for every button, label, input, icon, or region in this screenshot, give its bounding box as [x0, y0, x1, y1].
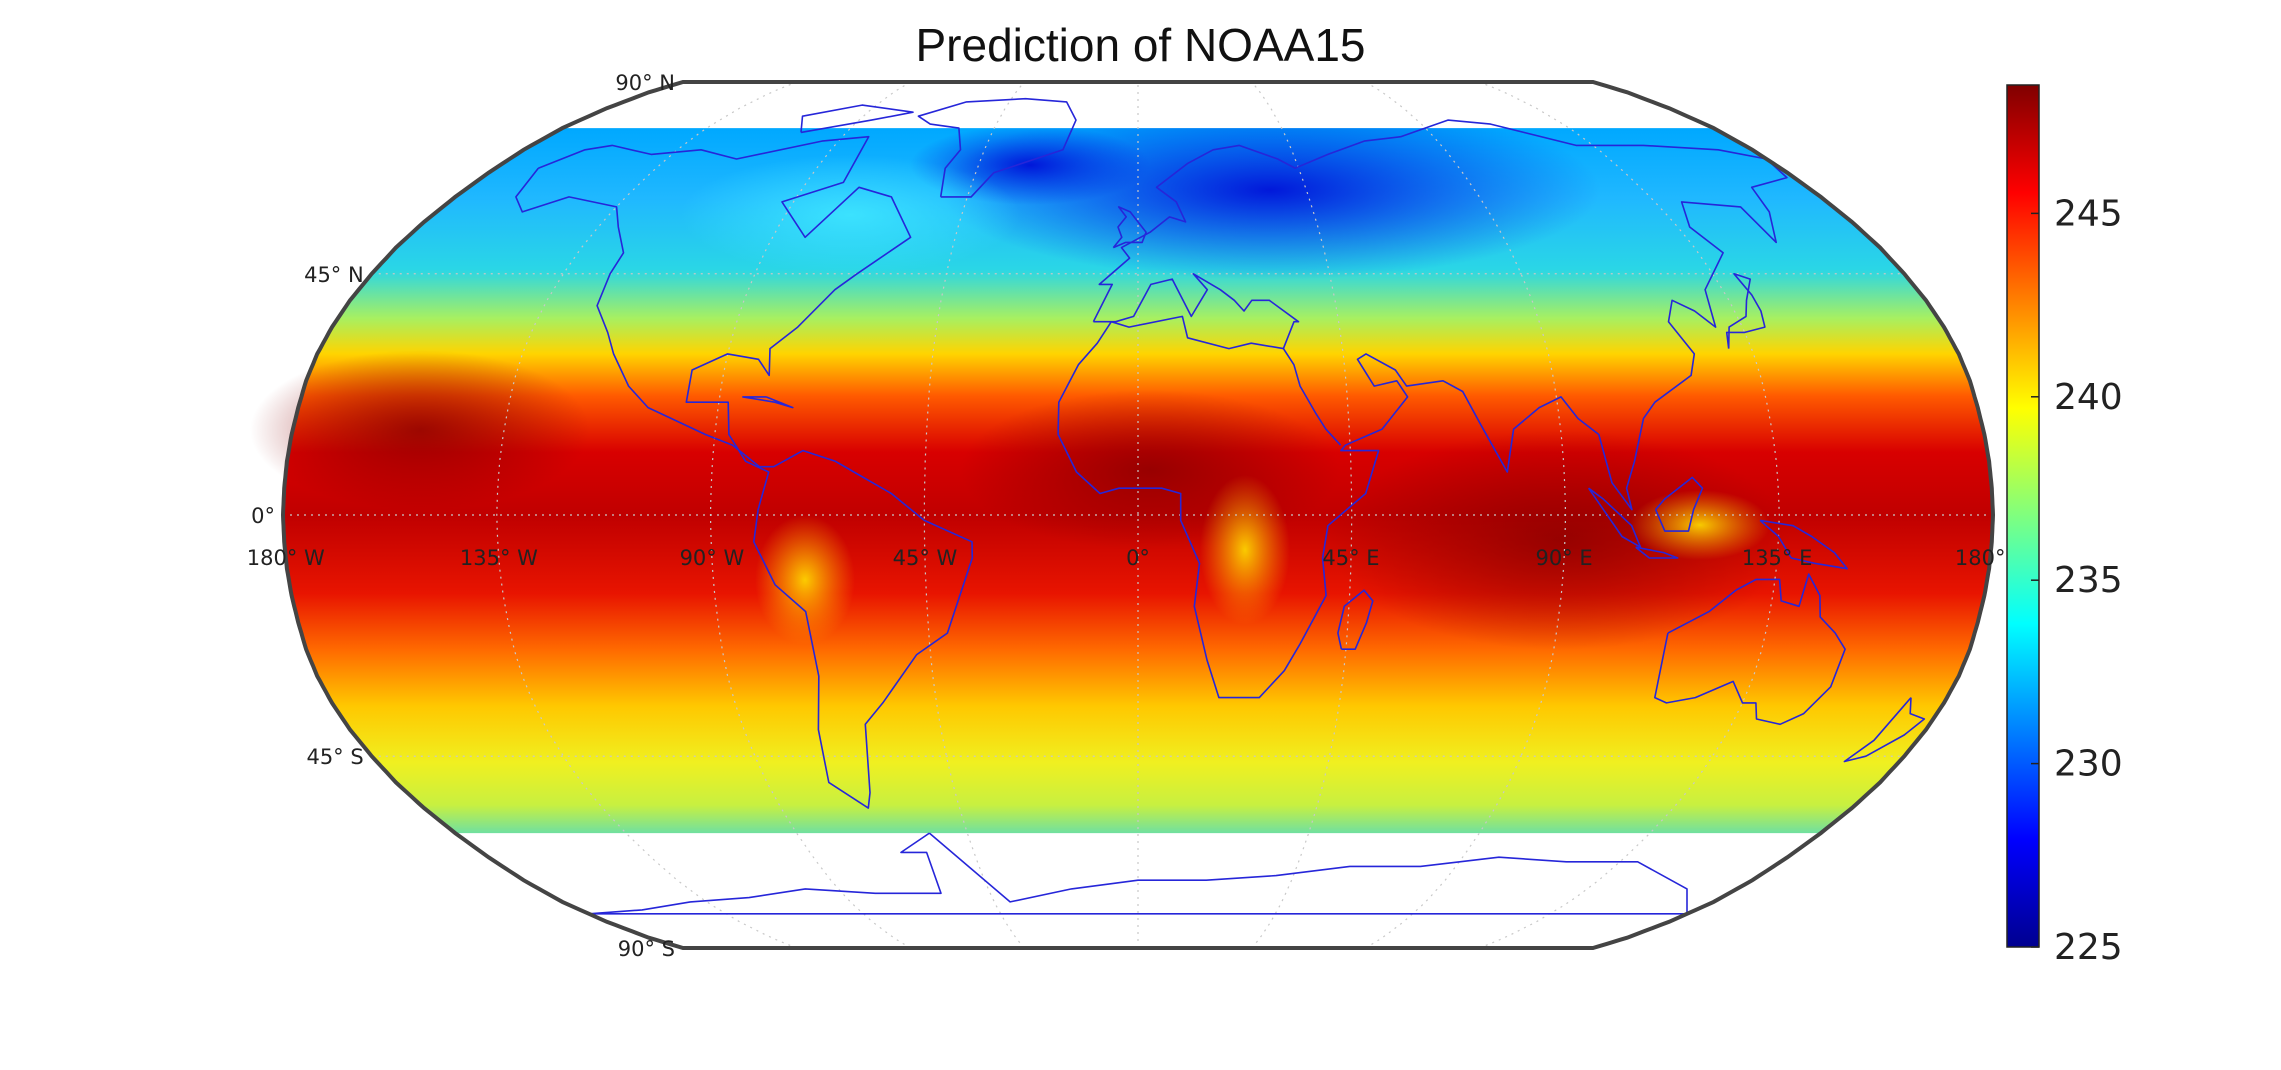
coastline: [1654, 476, 1704, 532]
longitude-labels: 180° W 135° W 90° W 45° W 0° 45° E 90° E 135° E…: [247, 546, 2006, 570]
coastlines: [515, 97, 1926, 915]
longitude-label: 180°: [1955, 546, 2006, 570]
colorbar-tick-label: 245: [2054, 193, 2123, 234]
coastline: [1587, 487, 1642, 548]
coastline: [1843, 697, 1926, 763]
colorbar-tick-label: 235: [2054, 560, 2123, 601]
latitude-labels: 90° N 45° N 0° 45° S 90° S: [251, 71, 675, 961]
coastline: [515, 135, 974, 809]
coastline: [588, 832, 1688, 915]
meridian-line: [1479, 81, 1780, 949]
latitude-label: 0°: [251, 504, 275, 528]
colorbar-tick-label: 240: [2054, 377, 2123, 418]
coastline: [1057, 119, 1788, 699]
meridian-line: [496, 81, 797, 949]
longitude-label: 90° W: [680, 546, 745, 570]
longitude-label: 45° W: [893, 546, 958, 570]
temperature-field: [250, 128, 1993, 834]
coastline: [1337, 589, 1374, 650]
coastline: [742, 396, 794, 409]
field-anomaly-amazon-cool: [755, 515, 855, 645]
longitude-label: 135° W: [460, 546, 538, 570]
coastline: [1725, 273, 1766, 349]
colorbar-ticks: 225 230 235 240 245: [2031, 193, 2123, 968]
field-anomaly-pacific-warm: [250, 350, 590, 510]
colorbar-tick-label: 230: [2054, 744, 2123, 785]
graticule: [283, 81, 1993, 949]
colorbar: 225 230 235 240 245: [2006, 84, 2123, 968]
coastline: [1282, 348, 1342, 446]
longitude-label: 90° E: [1536, 546, 1593, 570]
coastline: [1654, 573, 1846, 726]
longitude-label: 45° E: [1322, 546, 1379, 570]
coastline: [800, 104, 914, 134]
map-frame: [280, 80, 1996, 950]
colorbar-tick-label: 225: [2054, 927, 2123, 968]
latitude-label: 90° S: [618, 937, 675, 961]
colorbar-gradient: [2006, 84, 2040, 948]
field-anomaly-maritime-cool: [1630, 490, 1770, 560]
field-anomaly-north-atlantic: [680, 155, 1020, 275]
coastline: [1759, 519, 1848, 570]
coastline: [917, 97, 1077, 198]
longitude-label: 180° W: [247, 546, 325, 570]
map-title: Prediction of NOAA15: [915, 19, 1366, 71]
map-area: 90° N 45° N 0° 45° S 90° S 180° W 135° W 90° W…: [247, 71, 2006, 961]
longitude-label: 135° E: [1742, 546, 1813, 570]
latitude-label: 90° N: [615, 71, 675, 95]
coastline: [1112, 206, 1147, 249]
coastline: [1635, 546, 1679, 559]
field-anomaly-africa-cool: [1200, 475, 1290, 625]
field-anomaly-indian-warm: [1330, 430, 1790, 650]
latitude-label: 45° N: [304, 263, 364, 287]
longitude-label: 0°: [1126, 546, 1150, 570]
latitude-label: 45° S: [306, 745, 363, 769]
